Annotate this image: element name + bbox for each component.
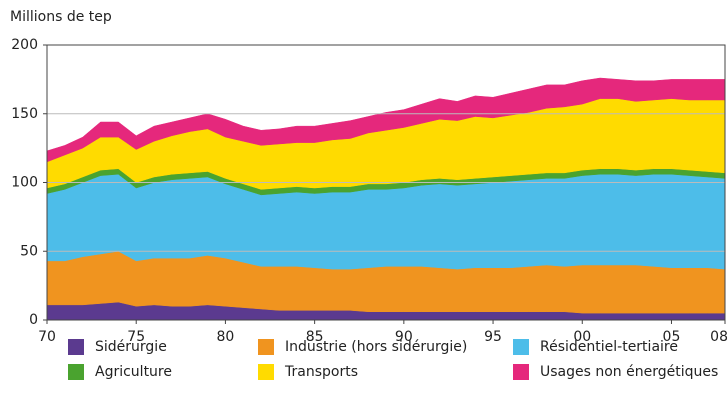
- legend-label: Résidentiel-tertiaire: [540, 339, 678, 355]
- legend-label: Transports: [284, 364, 358, 380]
- plot-frame: [46, 44, 726, 321]
- y-tick-label: 200: [11, 37, 38, 53]
- x-tick-label: 70: [38, 329, 56, 345]
- legend-swatch: [68, 339, 84, 355]
- x-tick-label: 85: [306, 329, 324, 345]
- legend-label: Usages non énergétiques: [540, 364, 718, 380]
- x-tick-label: 75: [127, 329, 145, 345]
- y-tick-label: 50: [20, 243, 38, 259]
- legend-label: Sidérurgie: [95, 339, 167, 355]
- x-tick-label: 95: [484, 329, 502, 345]
- x-tick-label: 00: [573, 329, 591, 345]
- y-tick-label: 150: [11, 106, 38, 122]
- legend-swatch: [258, 364, 274, 380]
- legend-swatch: [513, 339, 529, 355]
- x-tick-label: 90: [395, 329, 413, 345]
- y-axis-label: Millions de tep: [10, 9, 112, 25]
- x-tick-label: 80: [217, 329, 235, 345]
- y-tick-label: 100: [11, 175, 38, 191]
- legend-label: Industrie (hors sidérurgie): [285, 339, 467, 355]
- legend-swatch: [68, 364, 84, 380]
- legend-swatch: [258, 339, 274, 355]
- x-tick-label: 05: [663, 329, 681, 345]
- y-tick-label: 0: [29, 312, 38, 328]
- x-tick-label: 08: [710, 329, 728, 345]
- legend-swatch: [513, 364, 529, 380]
- legend-label: Agriculture: [95, 364, 172, 380]
